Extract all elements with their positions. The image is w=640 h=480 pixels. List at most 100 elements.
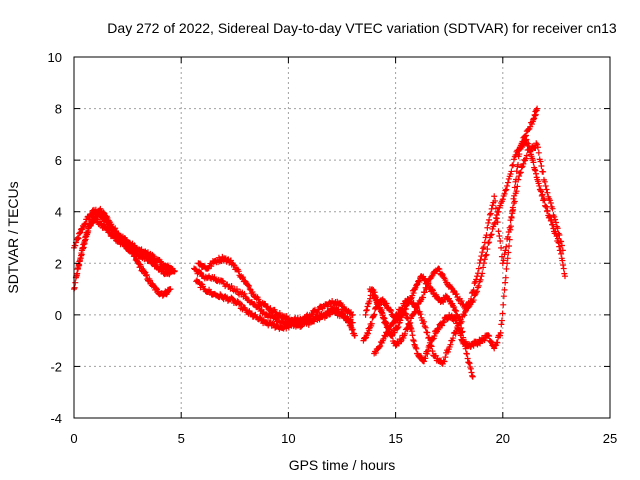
data-point — [414, 304, 421, 311]
data-point-interp — [522, 132, 529, 139]
data-point — [499, 260, 506, 267]
series-track-i — [366, 105, 541, 349]
data-point-interp — [208, 263, 215, 270]
data-point-interp — [220, 278, 227, 285]
data-point-interp — [426, 334, 433, 341]
data-point-interp — [233, 286, 240, 293]
data-point — [394, 324, 401, 331]
data-point-interp — [502, 274, 509, 281]
data-point-interp — [413, 345, 420, 352]
data-point-interp — [399, 305, 406, 312]
y-axis-label: SDTVAR / TECUs — [5, 181, 21, 293]
data-point-interp — [533, 170, 540, 177]
data-point-interp — [483, 232, 490, 239]
data-point-interp — [204, 265, 211, 272]
x-tick-label: 15 — [388, 431, 402, 446]
scatter-points — [71, 105, 568, 380]
data-point-interp — [542, 202, 549, 209]
data-point — [79, 244, 86, 251]
data-point-interp — [75, 235, 82, 242]
data-point-interp — [466, 360, 473, 367]
data-point-interp — [417, 311, 424, 318]
data-point-interp — [72, 279, 79, 286]
data-point-interp — [382, 333, 389, 340]
data-point-interp — [157, 258, 164, 265]
x-tick-label: 5 — [178, 431, 185, 446]
data-point — [497, 329, 504, 336]
data-point — [375, 301, 382, 308]
data-point-interp — [484, 246, 491, 253]
data-point-interp — [504, 233, 511, 240]
data-point-interp — [516, 173, 523, 180]
data-point-interp — [501, 251, 508, 258]
data-point — [491, 345, 498, 352]
data-point-interp — [511, 198, 518, 205]
data-point-interp — [524, 140, 531, 147]
data-point-interp — [131, 247, 138, 254]
data-point — [559, 247, 566, 254]
data-point-interp — [480, 264, 487, 271]
data-point — [542, 182, 549, 189]
data-point-interp — [537, 187, 544, 194]
data-point-interp — [362, 335, 369, 342]
data-point-interp — [507, 217, 514, 224]
data-point-interp — [492, 205, 499, 212]
data-point — [534, 105, 541, 112]
data-point-interp — [448, 284, 455, 291]
plot-frame — [73, 56, 611, 419]
data-point-interp — [546, 213, 553, 220]
data-point-interp — [488, 231, 495, 238]
data-point-interp — [451, 304, 458, 311]
data-point-interp — [426, 339, 433, 346]
data-point-interp — [404, 314, 411, 321]
data-point-interp — [345, 317, 352, 324]
x-axis-label: GPS time / hours — [289, 457, 396, 473]
data-point-interp — [473, 276, 480, 283]
data-point-interp — [98, 211, 105, 218]
data-point-interp — [159, 265, 166, 272]
data-point-interp — [409, 332, 416, 339]
data-point — [351, 332, 358, 339]
data-point-interp — [476, 260, 483, 267]
y-tick-label: -2 — [50, 359, 62, 374]
data-point-interp — [372, 349, 379, 356]
data-point-interp — [408, 328, 415, 335]
series-track-b — [71, 209, 174, 299]
data-point-interp — [376, 344, 383, 351]
data-point-interp — [401, 302, 408, 309]
data-point-interp — [554, 225, 561, 232]
data-point-interp — [153, 285, 160, 292]
data-point-interp — [398, 313, 405, 320]
data-point — [491, 193, 498, 200]
data-point — [561, 273, 568, 280]
data-point-interp — [467, 298, 474, 305]
data-point — [77, 229, 84, 236]
data-point-interp — [422, 284, 429, 291]
data-point-interp — [543, 203, 550, 210]
data-point-interp — [420, 294, 427, 301]
data-point-interp — [497, 202, 504, 209]
data-point-interp — [514, 183, 521, 190]
data-point-interp — [500, 257, 507, 264]
data-point-interp — [547, 199, 554, 206]
data-point-interp — [552, 219, 559, 226]
data-point-interp — [484, 224, 491, 231]
data-point-interp — [506, 224, 513, 231]
data-point-interp — [387, 306, 394, 313]
data-point-interp — [368, 287, 375, 294]
data-point-interp — [422, 277, 429, 284]
data-point-interp — [556, 243, 563, 250]
data-point-interp — [249, 289, 256, 296]
data-point-interp — [481, 239, 488, 246]
data-point-interp — [73, 272, 80, 279]
data-point-interp — [441, 319, 448, 326]
data-point-interp — [503, 243, 510, 250]
data-point-interp — [424, 329, 431, 336]
data-point-interp — [416, 279, 423, 286]
data-point-interp — [461, 312, 468, 319]
data-point-interp — [146, 277, 153, 284]
data-point — [169, 268, 176, 275]
data-point-interp — [497, 238, 504, 245]
data-point-interp — [535, 149, 542, 156]
data-point-interp — [549, 205, 556, 212]
